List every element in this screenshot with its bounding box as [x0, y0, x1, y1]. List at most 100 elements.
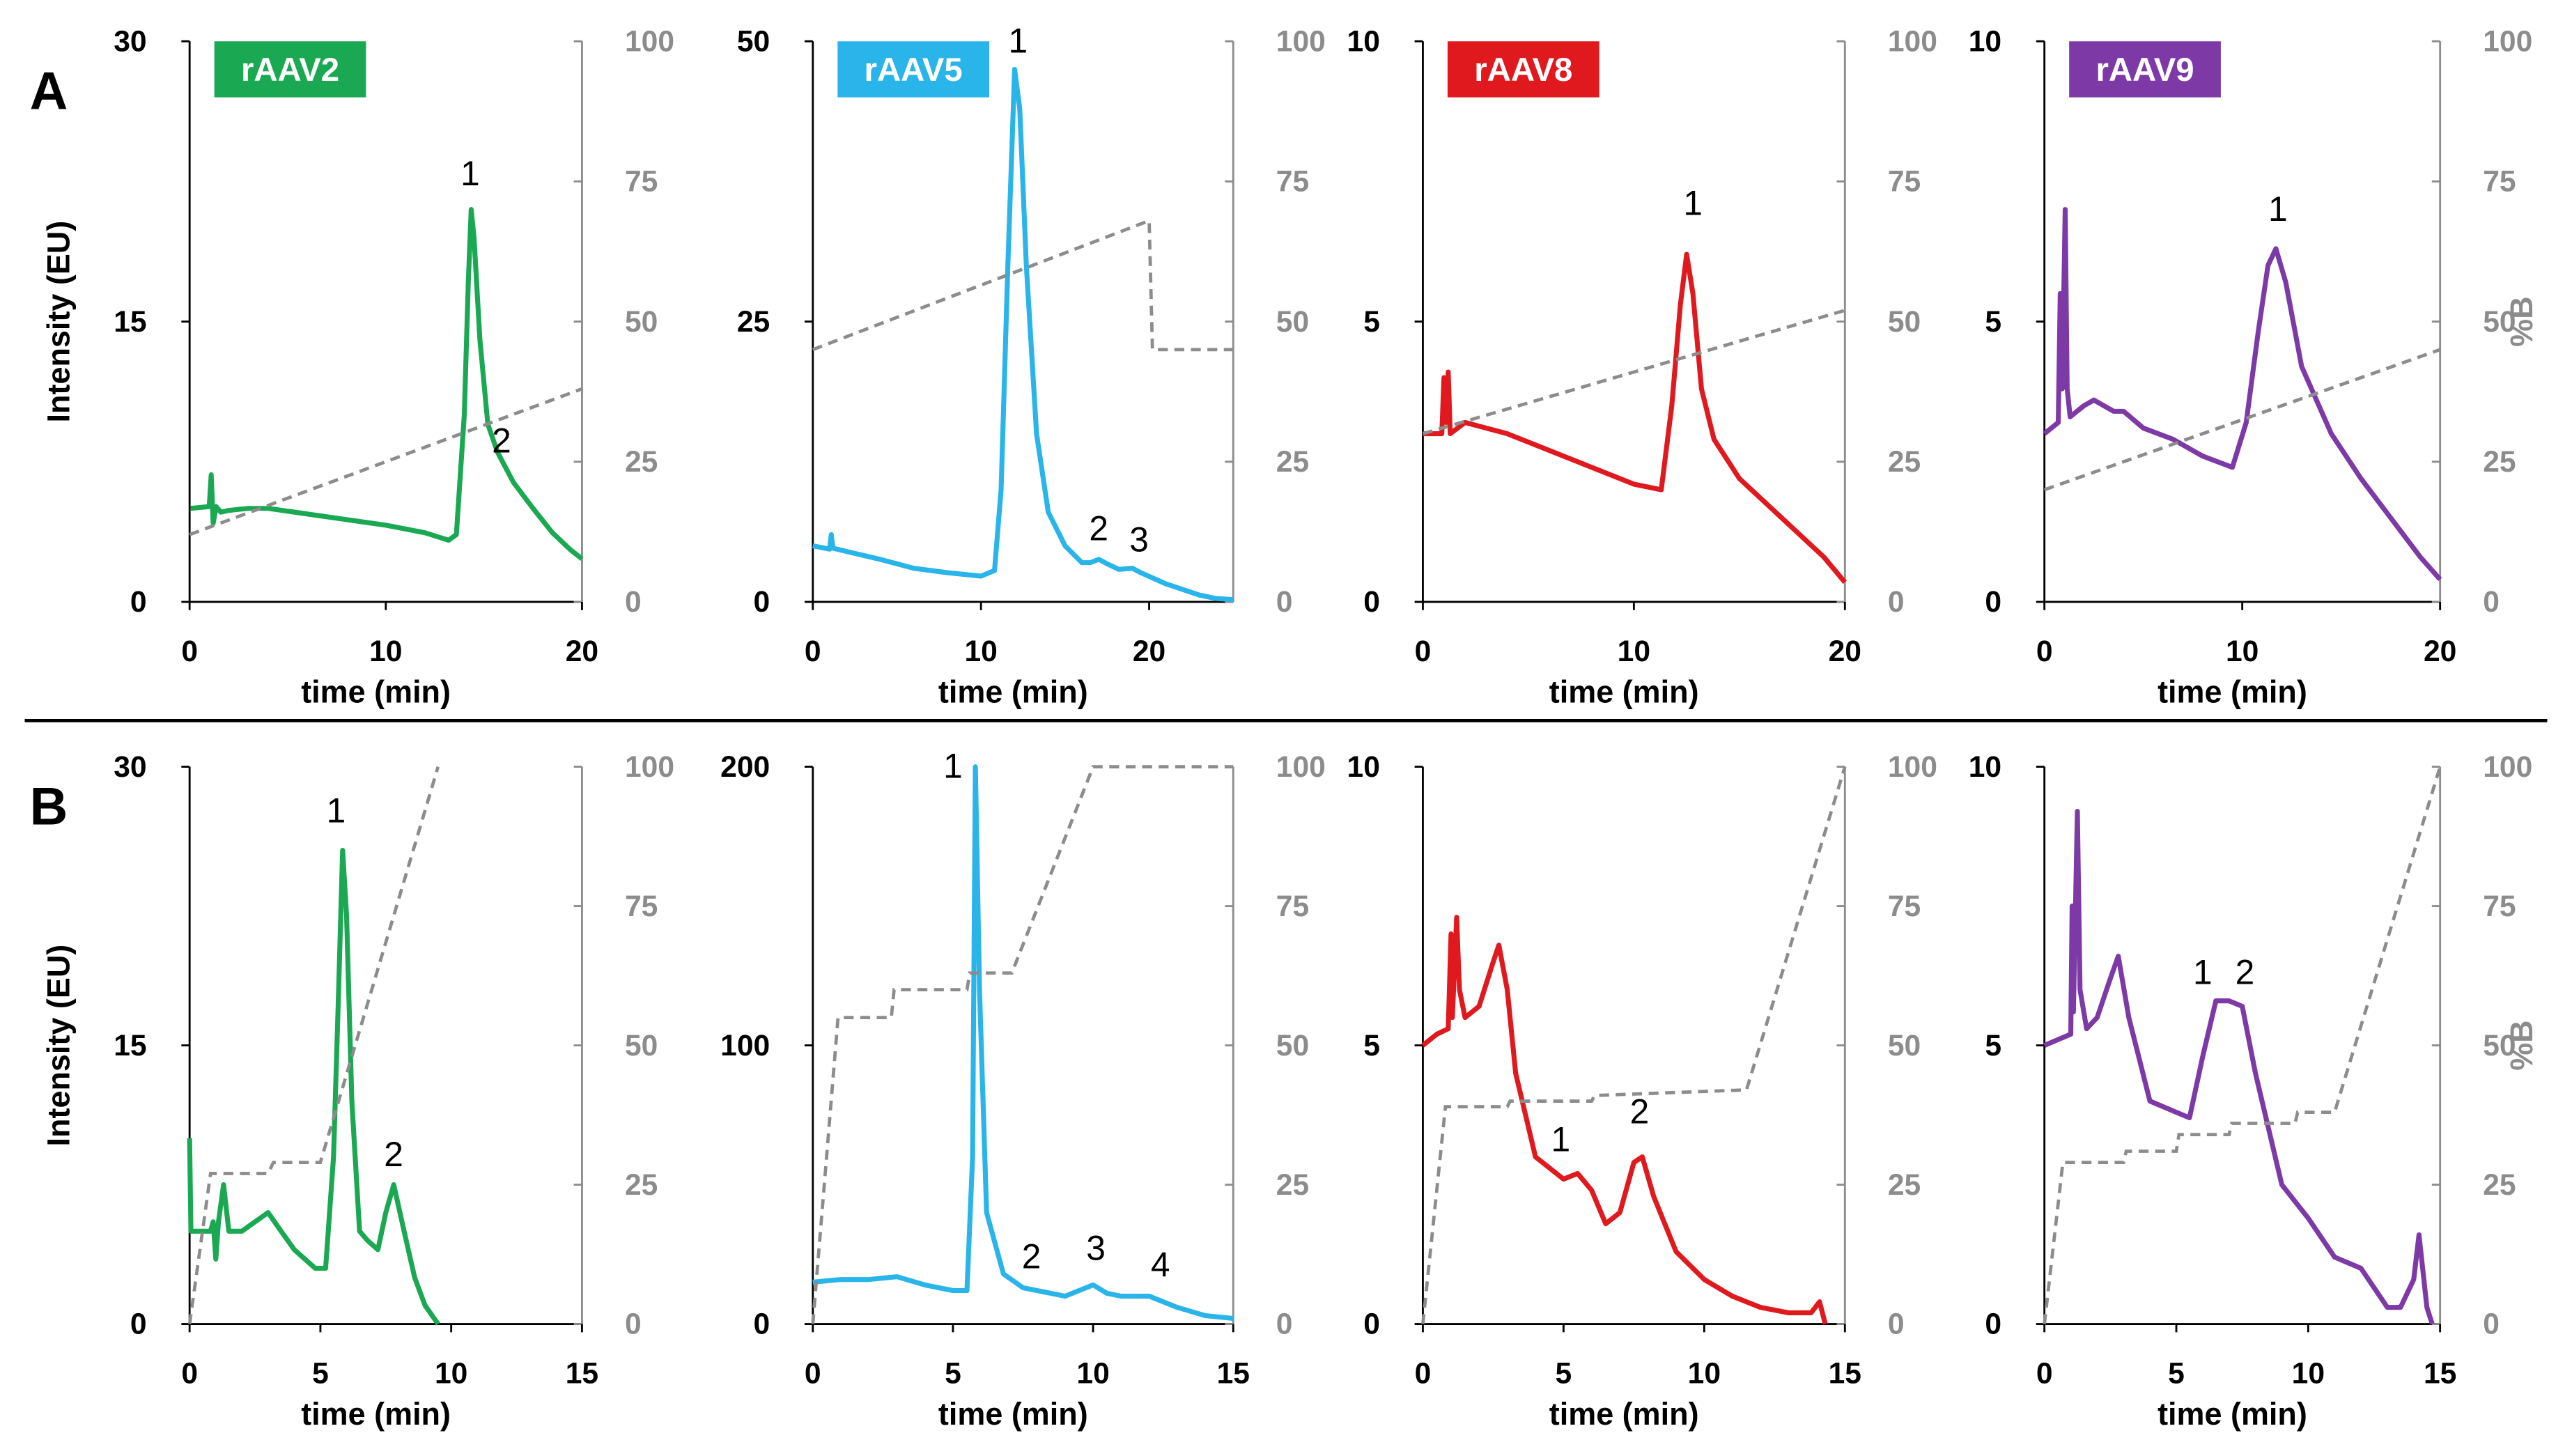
signal-line	[190, 207, 584, 561]
x-tick-label: 0	[181, 635, 198, 668]
peak-label: 4	[1151, 1246, 1170, 1285]
signal-line	[812, 764, 1234, 1322]
y-tick-label: 5	[1985, 305, 2001, 339]
y2-tick-label: 100	[1276, 24, 1326, 58]
x-tick-label: 20	[2424, 635, 2456, 668]
x-tick-label: 10	[369, 635, 402, 668]
y-tick-label: 30	[114, 750, 146, 784]
serotype-badge	[214, 41, 366, 98]
y-tick-label: 0	[754, 585, 770, 619]
x-tick-label: 5	[1556, 1357, 1572, 1391]
y2-tick-label: 100	[625, 24, 674, 58]
x-tick-label: 10	[1076, 1357, 1109, 1391]
y2-tick-label: 0	[2483, 585, 2500, 619]
peak-label: 1	[1683, 184, 1703, 223]
y2-tick-label: 0	[625, 585, 642, 619]
y-tick-label: 10	[1347, 750, 1380, 784]
gradient-line	[811, 765, 1234, 1324]
x-tick-label: 0	[1415, 635, 1432, 668]
y2-tick-label: 25	[625, 445, 658, 479]
x-tick-label: 15	[1829, 1357, 1861, 1391]
y2-tick-label: 75	[625, 890, 658, 923]
peak-label: 2	[1089, 509, 1108, 548]
peak-label: 1	[943, 747, 963, 786]
signal-line	[812, 66, 1234, 603]
y-tick-label: 5	[1363, 1029, 1380, 1062]
x-tick-label: 20	[1829, 635, 1861, 668]
peak-label: 1	[1008, 21, 1028, 60]
signal-line	[2043, 207, 2442, 582]
y2-tick-label: 0	[625, 1308, 642, 1341]
y-tick-label: 0	[1363, 1308, 1380, 1341]
x-tick-label: 10	[1688, 1357, 1721, 1391]
x-tick-label: 0	[805, 1357, 821, 1391]
x-tick-label: 20	[566, 635, 598, 668]
y-axis-label-left: Intensity (EU)	[40, 221, 76, 423]
peak-label: 1	[327, 791, 346, 830]
gradient-line	[187, 766, 440, 1324]
y2-tick-label: 0	[1276, 1308, 1293, 1341]
x-axis-label: time (min)	[301, 1396, 451, 1432]
x-tick-label: 0	[1415, 1357, 1432, 1391]
y2-tick-label: 75	[1888, 165, 1921, 199]
serotype-badge-label: rAAV5	[865, 52, 963, 88]
y2-tick-label: 0	[1276, 585, 1293, 619]
serotype-badge	[2069, 41, 2221, 98]
chart-b-raav2: 0 15 30 0 25 50 75 100 0 5 10 15 time (min) Intensity…	[40, 750, 674, 1432]
x-axis-label: time (min)	[938, 674, 1088, 709]
y2-tick-label: 25	[2483, 1168, 2516, 1202]
y-tick-label: 5	[1363, 305, 1380, 339]
x-axis-label: time (min)	[938, 1396, 1088, 1432]
peak-label: 1	[2193, 953, 2213, 992]
y2-tick-label: 50	[1276, 1029, 1309, 1062]
gradient-line	[1422, 309, 1845, 435]
y-tick-label: 10	[1347, 24, 1380, 58]
peak-label: 3	[1086, 1229, 1106, 1268]
x-tick-label: 5	[312, 1357, 329, 1391]
y2-tick-label: 100	[1276, 750, 1326, 784]
peak-label: 2	[492, 421, 511, 460]
x-tick-label: 0	[2036, 635, 2053, 668]
peak-label: 1	[1551, 1120, 1571, 1159]
signal-line	[1423, 251, 1847, 584]
y-axis-label-left: Intensity (EU)	[40, 945, 76, 1147]
x-axis-label: time (min)	[1549, 1396, 1699, 1432]
gradient-line	[2043, 766, 2442, 1324]
x-axis-label: time (min)	[1549, 674, 1699, 709]
x-tick-label: 5	[2168, 1357, 2185, 1391]
y-tick-label: 30	[114, 24, 146, 58]
x-axis-label: time (min)	[2157, 1396, 2307, 1432]
y2-tick-label: 75	[1276, 165, 1309, 199]
y2-tick-label: 0	[1888, 1308, 1905, 1341]
y2-tick-label: 50	[1276, 305, 1309, 339]
x-tick-label: 15	[2424, 1357, 2456, 1391]
chart-a-raav5: 0 25 50 0 25 50 75 100 0 10 20 time (min) rAAV5 1 2 3	[737, 21, 1326, 709]
y-axis-label-right: %B	[2504, 1020, 2539, 1070]
peak-label: 2	[1022, 1237, 1041, 1276]
peak-label: 2	[2236, 953, 2255, 992]
serotype-badge-label: rAAV9	[2095, 52, 2194, 88]
y2-tick-label: 50	[625, 305, 658, 339]
y2-tick-label: 100	[1888, 750, 1937, 784]
chart-b-raav5: 0 100 200 0 25 50 75 100 0 5 10 15 time (min) 1 2 3 4	[720, 747, 1326, 1432]
x-tick-label: 20	[1133, 635, 1165, 668]
signal-line	[187, 848, 440, 1326]
x-tick-label: 0	[181, 1357, 198, 1391]
y-tick-label: 10	[1969, 24, 2001, 58]
y-tick-label: 15	[114, 305, 146, 339]
x-axis-label: time (min)	[2157, 674, 2307, 709]
panel-label-b: B	[30, 777, 68, 836]
y2-tick-label: 0	[2483, 1308, 2500, 1341]
y2-tick-label: 50	[2483, 1029, 2516, 1062]
x-tick-label: 0	[805, 635, 821, 668]
x-axis-label: time (min)	[301, 674, 451, 709]
panel-label-a: A	[30, 61, 68, 121]
y2-tick-label: 50	[625, 1029, 658, 1062]
y-tick-label: 50	[737, 24, 770, 58]
y-tick-label: 15	[114, 1029, 146, 1062]
y-tick-label: 100	[720, 1029, 770, 1062]
serotype-badge	[1447, 41, 1599, 98]
